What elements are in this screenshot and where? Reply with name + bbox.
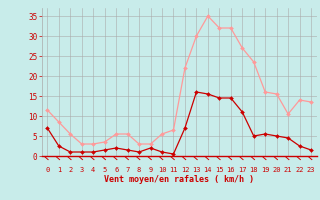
X-axis label: Vent moyen/en rafales ( km/h ): Vent moyen/en rafales ( km/h ) [104,174,254,184]
